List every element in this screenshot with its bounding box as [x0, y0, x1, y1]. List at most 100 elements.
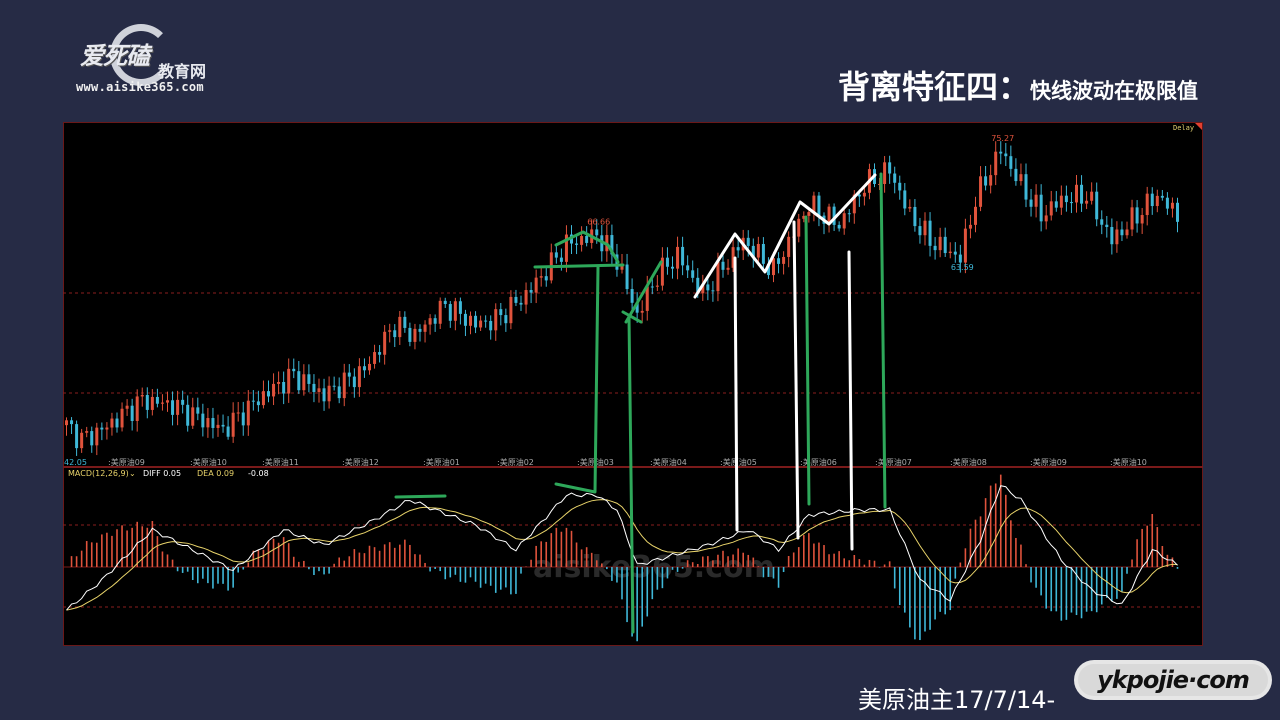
candle-body: [650, 286, 654, 288]
white-annotation-line: [693, 173, 877, 299]
candle-body: [458, 301, 462, 314]
candle-body: [701, 284, 705, 294]
candle-body: [943, 236, 947, 254]
candle-body: [807, 212, 811, 216]
candle-body: [277, 381, 281, 384]
x-tick-label: :美原油09: [108, 457, 145, 467]
candle-body: [1080, 184, 1084, 204]
candle-body: [696, 277, 700, 294]
candle-body: [130, 405, 134, 421]
candle-body: [297, 371, 301, 391]
candle-body: [802, 215, 806, 219]
candle-body: [337, 386, 341, 399]
x-tick-label: :美原油09: [1030, 457, 1067, 467]
candle-body: [883, 162, 887, 184]
candle-body: [292, 368, 296, 372]
candle-body: [342, 372, 346, 399]
candle-body: [357, 366, 361, 388]
candle-body: [140, 394, 144, 397]
candle-body: [1029, 199, 1033, 207]
candle-body: [782, 256, 786, 264]
price-extreme-label: 63.59: [951, 263, 974, 272]
candle-body: [272, 383, 276, 397]
green-annotation-line: [879, 172, 887, 509]
candle-body: [837, 224, 841, 229]
candle-body: [1004, 153, 1008, 157]
candle-body: [524, 290, 528, 305]
candle-body: [564, 234, 568, 262]
candle-body: [221, 424, 225, 427]
candle-body: [827, 206, 831, 224]
candle-body: [408, 327, 412, 342]
candle-body: [660, 257, 664, 286]
candle-body: [903, 190, 907, 209]
logo: 爱死磕 教育网 www.aisike365.com: [70, 22, 240, 100]
candle-body: [1135, 207, 1139, 224]
x-tick-label: :美原油10: [190, 457, 227, 467]
site-watermark: ykpojie·com: [1078, 664, 1268, 696]
logo-url: www.aisike365.com: [76, 80, 204, 94]
candle-body: [979, 176, 983, 207]
candle-body: [125, 405, 129, 409]
candle-body: [878, 183, 882, 185]
candle-body: [1085, 200, 1089, 204]
candle-body: [534, 277, 538, 293]
candle-body: [928, 220, 932, 246]
candle-body: [595, 229, 599, 236]
green-annotation-line: [804, 215, 811, 506]
candle-body: [115, 418, 119, 428]
candle-body: [711, 290, 715, 292]
candle-body: [201, 413, 205, 428]
candle-body: [736, 247, 740, 251]
candle-body: [974, 206, 977, 225]
candle-body: [676, 246, 680, 269]
candle-body: [499, 309, 503, 316]
price-extreme-label: 66.66: [587, 217, 610, 226]
candle-body: [893, 173, 897, 183]
candle-body: [135, 396, 139, 421]
candle-body: [347, 372, 351, 377]
candle-body: [898, 182, 902, 191]
candle-body: [453, 301, 457, 321]
candle-body: [766, 263, 770, 276]
x-tick-label: :美原油05: [720, 457, 757, 467]
footer-caption: 美原油主17/7/14-: [858, 686, 1056, 714]
candle-body: [1054, 201, 1058, 208]
price-extreme-label: 75.27: [991, 134, 1014, 143]
candle-body: [1034, 194, 1038, 207]
candle-body: [772, 258, 775, 276]
candle-body: [105, 427, 109, 430]
candle-body: [307, 374, 311, 384]
candle-body: [963, 228, 967, 263]
candle-body: [110, 418, 114, 428]
logo-brand: 爱死磕: [80, 42, 150, 70]
candle-body: [1019, 174, 1023, 182]
candle-body: [999, 151, 1003, 154]
candle-body: [706, 284, 710, 291]
candle-body: [948, 251, 952, 254]
candle-body: [226, 426, 230, 437]
candle-body: [1115, 229, 1119, 245]
candle-body: [261, 391, 265, 406]
macd-dropdown-icon[interactable]: ⌄: [129, 469, 136, 478]
corner-marker-icon: [1195, 123, 1202, 130]
candle-body: [984, 176, 988, 186]
candle-body: [85, 431, 89, 433]
candle-body: [100, 427, 104, 430]
x-tick-label: :美原油08: [950, 457, 987, 467]
x-tick-label: :美原油06: [800, 457, 837, 467]
candle-body: [216, 424, 220, 428]
candle-body: [923, 220, 927, 236]
candle-body: [645, 286, 649, 311]
candle-body: [155, 396, 159, 404]
candle-body: [373, 352, 377, 364]
candle-body: [1095, 191, 1099, 220]
candle-body: [160, 402, 164, 404]
candle-body: [751, 245, 755, 258]
candle-body: [665, 257, 669, 267]
candle-body: [413, 328, 417, 342]
candle-body: [1044, 215, 1048, 222]
candle-body: [378, 352, 382, 355]
candle-body: [267, 391, 270, 397]
green-annotation-line: [621, 310, 643, 324]
